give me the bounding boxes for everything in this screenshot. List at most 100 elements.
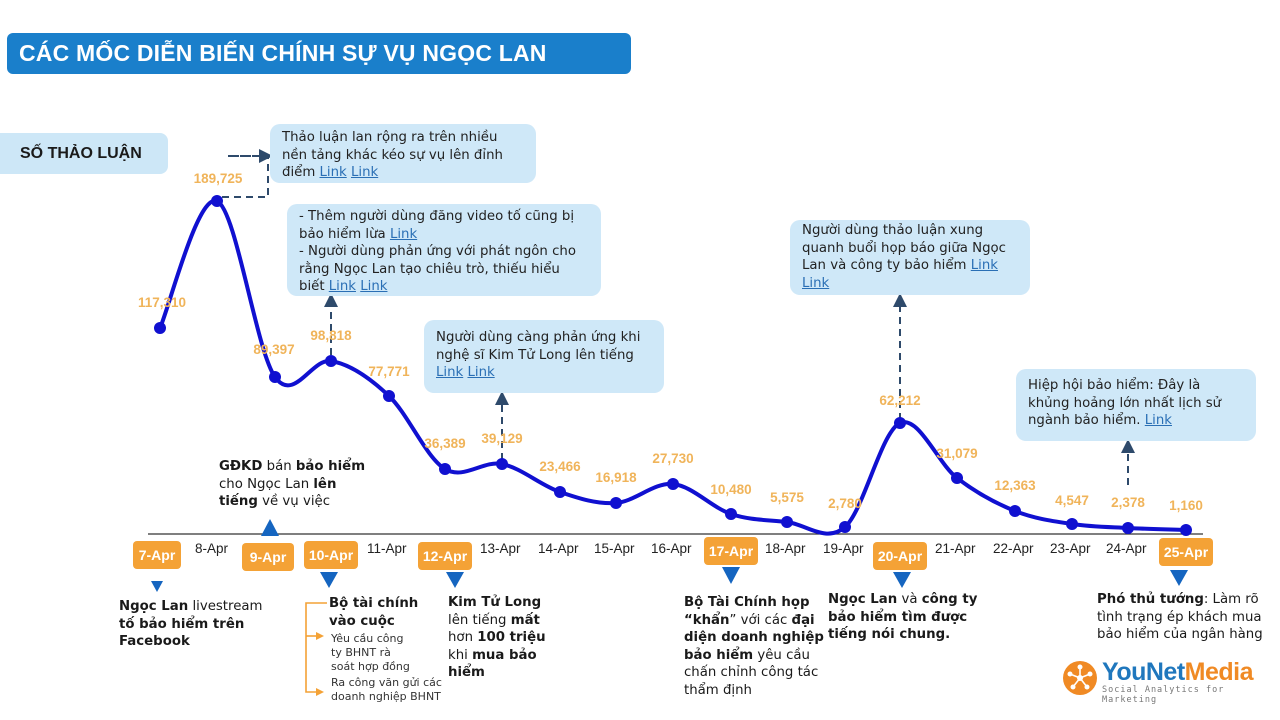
date-10-apr: 10-Apr xyxy=(304,541,358,569)
date-18-apr: 18-Apr xyxy=(765,541,806,556)
data-label: 189,725 xyxy=(194,171,243,186)
event-10apr: Bộ tài chính vào cuộc xyxy=(329,596,419,629)
date-13-apr: 13-Apr xyxy=(480,541,521,556)
data-label: 27,730 xyxy=(652,451,693,466)
data-label: 10,480 xyxy=(710,482,751,497)
logo-tagline: Social Analytics for Marketing xyxy=(1102,685,1225,705)
date-8-apr: 8-Apr xyxy=(195,541,229,556)
data-labels: 117,310 189,725 89,397 98,818 77,771 36,389 39… xyxy=(138,171,1203,513)
callout-10apr: - Thêm người dùng đăng video tố cũng bị … xyxy=(287,204,601,296)
data-point xyxy=(1180,524,1192,536)
data-point xyxy=(383,390,395,402)
data-point xyxy=(1066,518,1078,530)
series-path xyxy=(158,198,1187,536)
link[interactable]: Link xyxy=(328,279,356,294)
data-point xyxy=(951,472,963,484)
sub-event-10apr-1: Yêu cầu công ty BHNT rà soát hợp đồng xyxy=(331,632,410,673)
data-label: 2,378 xyxy=(1111,495,1145,510)
date-24-apr: 24-Apr xyxy=(1106,541,1147,556)
data-point xyxy=(781,516,793,528)
data-label: 39,129 xyxy=(481,431,522,446)
date-11-apr: 11-Apr xyxy=(367,541,407,556)
data-label: 23,466 xyxy=(539,459,581,474)
page-title: CÁC MỐC DIỄN BIẾN CHÍNH SỰ VỤ NGỌC LAN xyxy=(7,33,631,74)
data-label: 77,771 xyxy=(368,364,410,379)
data-point xyxy=(667,478,679,490)
down-arrow-17apr xyxy=(722,567,740,584)
data-label: 2,780 xyxy=(828,496,862,511)
data-point xyxy=(154,322,166,334)
data-label: 16,918 xyxy=(595,470,637,485)
data-point xyxy=(325,355,337,367)
data-label: 98,818 xyxy=(310,328,352,343)
link[interactable]: Link xyxy=(319,165,347,180)
date-19-apr: 19-Apr xyxy=(823,541,864,556)
date-7-apr: 7-Apr xyxy=(133,541,181,569)
data-label: 62,212 xyxy=(879,393,920,408)
date-14-apr: 14-Apr xyxy=(538,541,579,556)
link[interactable]: Link xyxy=(360,279,388,294)
date-22-apr: 22-Apr xyxy=(993,541,1034,556)
callout-24apr: Hiệp hội bảo hiểm: Đây là khủng hoảng lớ… xyxy=(1016,369,1256,441)
down-arrow-7apr xyxy=(151,581,163,592)
link[interactable]: Link xyxy=(350,165,379,180)
date-20-apr: 20-Apr xyxy=(873,542,927,570)
data-point xyxy=(725,508,737,520)
event-17apr: Bộ Tài Chính họp “khẩn” với các đại diện… xyxy=(684,595,824,698)
data-point xyxy=(1009,505,1021,517)
series-line xyxy=(154,195,1192,536)
callout-peak: Thảo luận lan rộng ra trên nhiều nền tản… xyxy=(270,124,536,183)
date-16-apr: 16-Apr xyxy=(651,541,692,556)
up-arrow-9apr xyxy=(261,519,279,536)
data-point xyxy=(610,497,622,509)
down-arrow-10apr xyxy=(320,572,338,588)
data-label: 36,389 xyxy=(424,436,465,451)
sub-event-bracket xyxy=(305,602,327,693)
data-label: 89,397 xyxy=(253,342,294,357)
link[interactable]: Link xyxy=(802,275,830,291)
link[interactable]: Link xyxy=(436,365,464,380)
data-point xyxy=(439,463,451,475)
date-15-apr: 15-Apr xyxy=(594,541,635,556)
data-point xyxy=(894,417,906,429)
event-markers xyxy=(151,519,1188,592)
link[interactable]: Link xyxy=(389,226,418,242)
link[interactable]: Link xyxy=(467,365,495,380)
link[interactable]: Link xyxy=(1144,413,1172,428)
data-label: 4,547 xyxy=(1055,493,1089,508)
sub-event-arrows xyxy=(316,632,324,696)
data-point xyxy=(554,486,566,498)
data-label: 1,160 xyxy=(1169,498,1203,513)
data-point xyxy=(496,458,508,470)
younet-media-logo: YouNetMedia Social Analytics for Marketi… xyxy=(1062,658,1258,705)
event-25apr: Phó thủ tướng: Làm rõ tình trạng ép khác… xyxy=(1097,592,1263,642)
data-label: 31,079 xyxy=(936,446,977,461)
data-label: 117,310 xyxy=(138,295,186,310)
date-12-apr: 12-Apr xyxy=(418,542,472,570)
down-arrow-20apr xyxy=(893,572,911,588)
data-point xyxy=(1122,522,1134,534)
date-9-apr: 9-Apr xyxy=(242,543,294,571)
down-arrow-12apr xyxy=(446,572,464,588)
data-point xyxy=(269,371,281,383)
event-12apr: Kim Tử Long lên tiếng mất hơn 100 triệu … xyxy=(448,595,546,680)
event-7apr: Ngọc Lan livestream tố bảo hiểm trên Fac… xyxy=(119,599,263,649)
down-arrow-25apr xyxy=(1170,570,1188,586)
callout-20apr: Người dùng thảo luận xung quanh buổi họp… xyxy=(790,220,1030,295)
date-17-apr: 17-Apr xyxy=(704,537,758,565)
series-label: SỐ THẢO LUẬN xyxy=(0,133,168,174)
data-label: 12,363 xyxy=(994,478,1036,493)
event-9apr: GĐKD bán bảo hiểm cho Ngọc Lan lên tiếng… xyxy=(219,459,366,509)
data-label: 5,575 xyxy=(770,490,804,505)
event-20apr: Ngọc Lan và công ty bảo hiểm tìm được ti… xyxy=(828,592,978,642)
connector-peak xyxy=(222,155,269,198)
logo-network-icon xyxy=(1063,661,1097,695)
sub-event-10apr-2: Ra công văn gửi các doanh nghiệp BHNT xyxy=(331,676,442,703)
callout-13apr: Người dùng càng phản ứng khi nghệ sĩ Kim… xyxy=(424,320,664,393)
date-23-apr: 23-Apr xyxy=(1050,541,1091,556)
link[interactable]: Link xyxy=(970,258,998,273)
date-21-apr: 21-Apr xyxy=(935,541,976,556)
data-point xyxy=(211,195,223,207)
data-point xyxy=(839,521,851,533)
